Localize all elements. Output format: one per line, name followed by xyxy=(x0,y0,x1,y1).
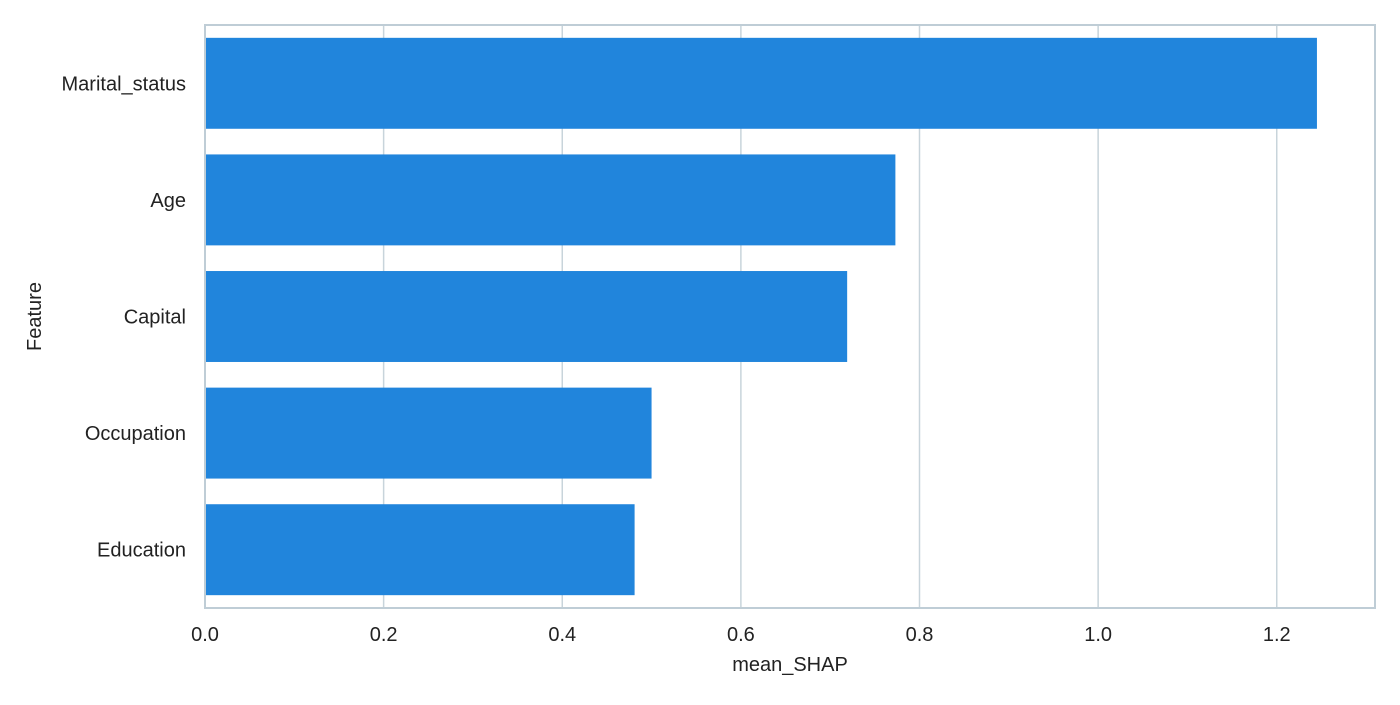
y-tick-label: Marital_status xyxy=(62,73,187,95)
x-tick-label: 1.0 xyxy=(1084,624,1112,646)
bar xyxy=(205,154,896,246)
bar xyxy=(205,37,1317,129)
x-tick-labels: 0.0 0.2 0.4 0.6 0.8 1.0 1.2 xyxy=(191,624,1291,646)
bar xyxy=(205,271,848,362)
x-axis-label: mean_SHAP xyxy=(732,654,848,676)
y-axis-label: Feature xyxy=(24,282,46,351)
bar xyxy=(205,387,652,479)
x-tick-label: 0.2 xyxy=(370,624,398,646)
bar xyxy=(205,504,635,596)
y-tick-labels: Marital_status Age Capital Occupation Educat… xyxy=(62,73,187,561)
x-tick-label: 0.0 xyxy=(191,624,219,646)
x-tick-label: 1.2 xyxy=(1263,624,1291,646)
x-tick-label: 0.4 xyxy=(548,624,576,646)
y-tick-label: Capital xyxy=(124,307,186,329)
x-tick-label: 0.8 xyxy=(906,624,934,646)
y-tick-label: Occupation xyxy=(85,423,186,445)
bars xyxy=(205,37,1317,596)
plot-frame xyxy=(204,24,1376,609)
y-tick-label: Age xyxy=(150,190,186,212)
x-tick-label: 0.6 xyxy=(727,624,755,646)
y-tick-label: Education xyxy=(97,540,186,562)
